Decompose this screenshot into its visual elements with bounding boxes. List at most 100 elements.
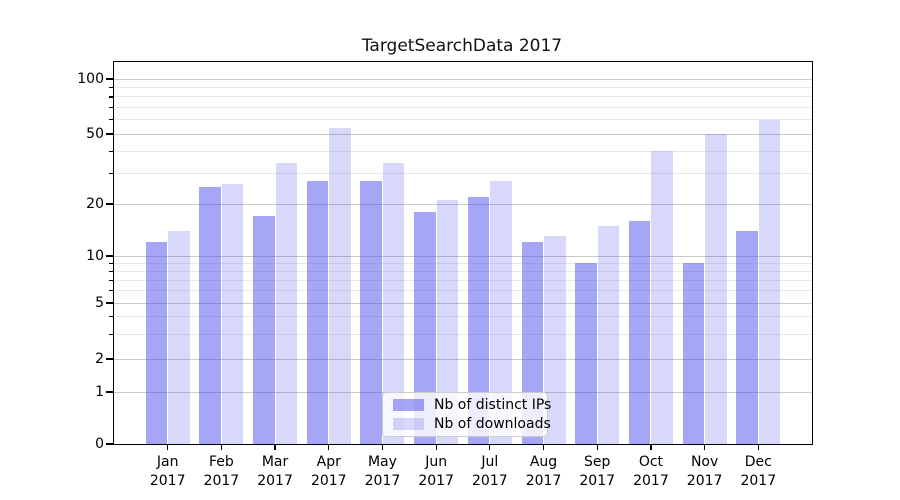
legend-entry-downloads: Nb of downloads: [383, 416, 551, 432]
y-tick-100: [106, 78, 113, 80]
bar-downloads-nov: [705, 134, 727, 444]
y-tick-label-1: 1: [95, 384, 104, 400]
x-tick-may: [381, 445, 384, 450]
x-label-month: Nov: [690, 454, 719, 470]
x-tick-apr: [328, 445, 330, 450]
bar-ips-may: [360, 181, 382, 444]
y-tick-minor-3: [109, 333, 113, 336]
x-tick-dec: [757, 445, 759, 450]
x-label-month: Jun: [425, 454, 448, 470]
x-label-month: Jan: [156, 454, 179, 470]
y-tick-label-2: 2: [95, 351, 104, 367]
x-label-year: 2017: [472, 473, 508, 489]
y-tick-20: [106, 203, 113, 205]
gridline-5: [114, 302, 812, 304]
bar-ips-sep: [575, 263, 597, 444]
gridline-minor-7: [114, 279, 812, 281]
gridline-20: [114, 203, 812, 205]
y-tick-0: [106, 443, 113, 445]
legend-swatch-distinct-ips: [393, 399, 424, 411]
y-tick-label-50: 50: [86, 126, 104, 142]
y-tick-minor-60: [109, 119, 113, 121]
legend: Nb of distinct IPs Nb of downloads: [382, 392, 551, 437]
x-label-month: Apr: [316, 454, 341, 470]
x-label-month: Jul: [481, 454, 499, 470]
bar-downloads-sep: [597, 225, 620, 444]
legend-entry-distinct-ips: Nb of distinct IPs: [383, 397, 551, 413]
x-tick-label-jul: Jul 2017: [447, 453, 533, 491]
x-label-year: 2017: [525, 473, 562, 489]
bar-ips-nov: [682, 263, 705, 444]
y-tick-minor-6: [109, 290, 113, 292]
x-label-month: May: [367, 454, 397, 470]
x-tick-label-nov: Nov 2017: [662, 453, 748, 491]
bar-downloads-jun: [436, 200, 459, 444]
x-tick-label-dec: Dec 2017: [715, 453, 801, 491]
gridline-minor-30: [114, 172, 812, 174]
x-tick-jun: [435, 445, 437, 450]
y-tick-10: [106, 255, 113, 257]
bar-downloads-may: [382, 163, 405, 444]
y-tick-minor-90: [109, 86, 113, 89]
bar-downloads-mar: [275, 163, 298, 444]
legend-swatch-downloads: [393, 418, 424, 430]
x-tick-label-oct: Oct 2017: [608, 453, 694, 491]
x-tick-label-sep: Sep 2017: [554, 453, 640, 491]
x-tick-aug: [542, 445, 545, 450]
bar-downloads-oct: [651, 151, 673, 444]
x-tick-sep: [596, 445, 598, 450]
x-tick-label-jun: Jun 2017: [393, 453, 479, 491]
x-tick-nov: [703, 445, 706, 450]
y-tick-1: [106, 391, 113, 393]
x-tick-label-mar: Mar 2017: [232, 453, 318, 491]
x-label-year: 2017: [740, 473, 777, 489]
bar-ips-feb: [199, 186, 221, 444]
x-label-month: Sep: [584, 454, 611, 470]
gridline-minor-9: [114, 262, 812, 264]
x-tick-label-jan: Jan 2017: [125, 453, 211, 491]
legend-label-distinct-ips: Nb of distinct IPs: [434, 397, 552, 413]
x-label-year: 2017: [203, 473, 240, 489]
x-tick-jul: [489, 445, 491, 450]
x-tick-jan: [167, 445, 169, 450]
y-tick-minor-70: [109, 106, 113, 109]
x-tick-oct: [650, 445, 652, 450]
x-label-month: Mar: [261, 454, 289, 470]
y-tick-minor-7: [109, 279, 113, 281]
x-label-month: Feb: [208, 454, 234, 470]
x-tick-label-feb: Feb 2017: [178, 453, 264, 491]
x-tick-label-may: May 2017: [339, 453, 425, 491]
y-tick-label-0: 0: [95, 436, 104, 452]
x-label-month: Dec: [744, 454, 772, 470]
x-label-year: 2017: [686, 473, 723, 489]
gridline-10: [114, 255, 812, 257]
x-label-month: Aug: [529, 454, 558, 470]
gridline-100: [114, 78, 812, 80]
gridline-minor-8: [114, 270, 812, 272]
gridline-minor-70: [114, 106, 812, 108]
bar-ips-apr: [306, 181, 329, 444]
bar-downloads-jan: [168, 230, 190, 444]
y-tick-label-10: 10: [86, 248, 104, 264]
gridline-2: [114, 358, 812, 360]
x-label-year: 2017: [149, 473, 186, 489]
y-tick-2: [106, 358, 113, 360]
gridline-minor-4: [114, 316, 812, 318]
gridline-minor-60: [114, 119, 812, 121]
x-label-month: Oct: [638, 454, 664, 470]
plot-area: 0 1 2 5 10 20 50 100 Jan 2017 Feb 2017 Mar 2017 Apr 201…: [77, 61, 813, 489]
chart-title: TargetSearchData 2017: [361, 36, 563, 56]
x-tick-mar: [274, 445, 276, 450]
bar-ips-dec: [736, 230, 758, 444]
gridline-minor-80: [114, 96, 812, 98]
y-tick-minor-40: [109, 150, 113, 152]
x-tick-feb: [220, 445, 223, 450]
gridline-minor-3: [114, 333, 812, 335]
y-tick-minor-30: [109, 172, 113, 174]
bar-downloads-apr: [329, 127, 351, 444]
bar-ips-jan: [145, 242, 168, 444]
y-tick-minor-80: [109, 96, 113, 98]
legend-label-downloads: Nb of downloads: [434, 416, 551, 432]
x-label-year: 2017: [364, 473, 401, 489]
